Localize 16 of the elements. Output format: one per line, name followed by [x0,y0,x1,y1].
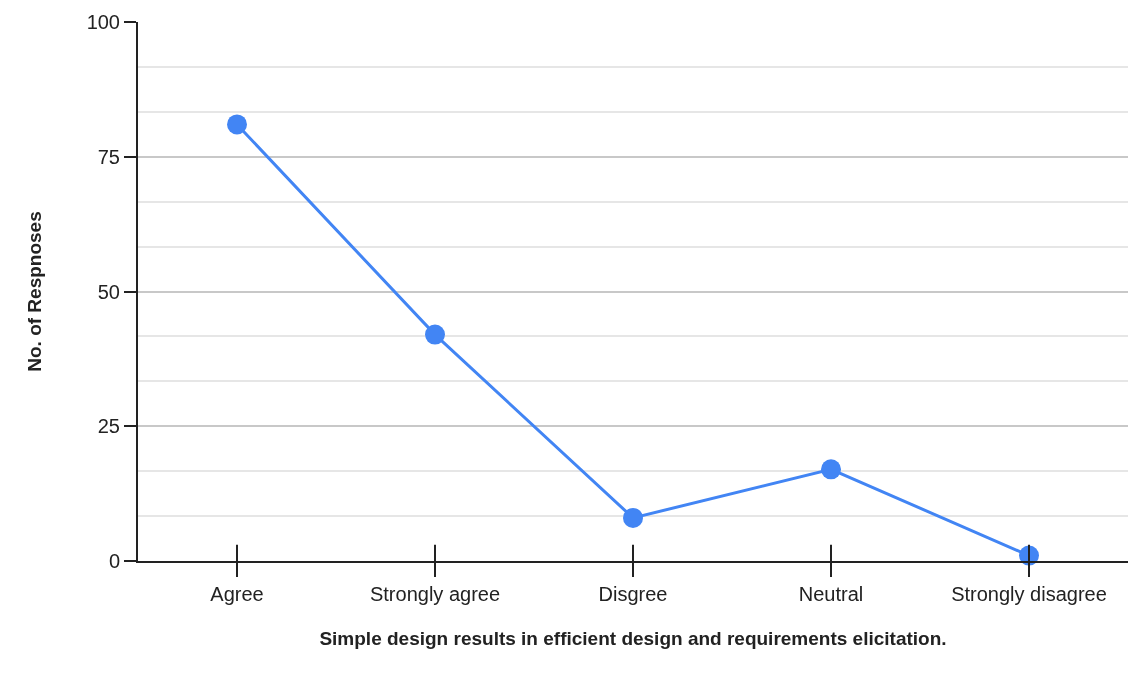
x-tick-label: Strongly agree [369,583,501,605]
point [623,507,643,528]
y-tick-label: 100 [86,11,120,33]
x-axis-title: Simple design results in efficient design and requirements elicitation. [319,628,947,650]
x-tick-label: Disgree [598,583,668,605]
y-axis-title: No. of Respnoses [23,211,45,372]
y-tick-label: 75 [97,145,120,168]
point [821,459,841,480]
y-tick-label: 50 [97,280,120,303]
y-tick-label: 0 [108,550,120,572]
point [425,324,445,345]
x-tick-label: Strongly disagree [951,583,1107,605]
x-tick-label: Agree [210,583,264,605]
x-tick-label: Neutral [798,583,864,605]
y-tick-label: 25 [97,415,120,438]
point [227,114,247,135]
